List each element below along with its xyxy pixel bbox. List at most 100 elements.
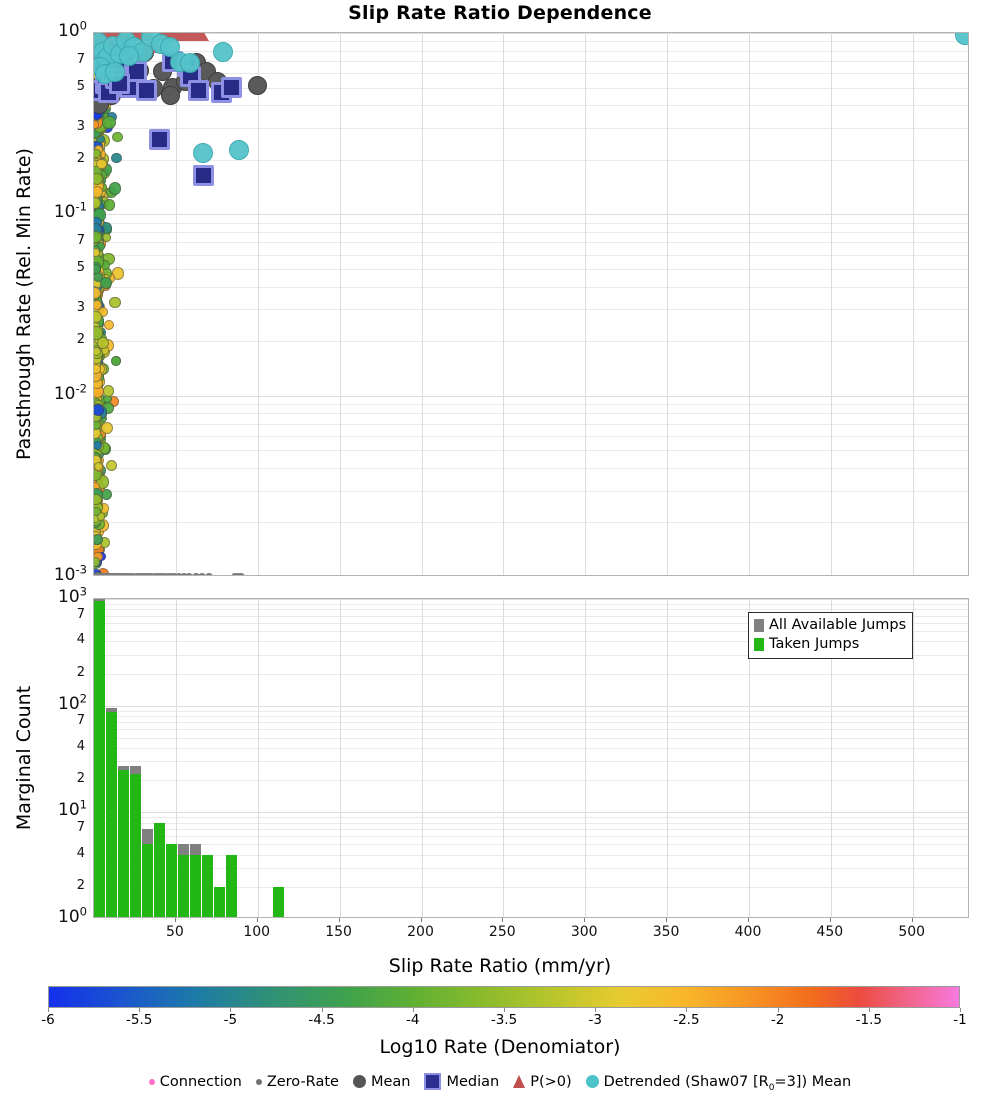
gridline-y-minor bbox=[94, 603, 968, 605]
gridline-y-minor bbox=[94, 404, 968, 405]
histogram-bar-taken bbox=[106, 711, 117, 917]
legend-item: Detrended (Shaw07 [R0=3]) Mean bbox=[585, 1073, 852, 1093]
legend-item-taken-jumps: Taken Jumps bbox=[754, 635, 906, 654]
colorbar-tick-label: -6 bbox=[41, 1012, 55, 1028]
gridline-x bbox=[503, 599, 505, 917]
scatter-point-mean bbox=[247, 76, 267, 95]
y-tick-label-top-major: 10-3 bbox=[53, 562, 87, 585]
histogram-bar-taken bbox=[153, 822, 165, 917]
colorbar bbox=[48, 986, 960, 1008]
y-tick-label-top-minor: 3 bbox=[76, 118, 85, 134]
scatter-point-connection bbox=[94, 230, 102, 243]
y-tick-label-top-minor: 3 bbox=[76, 300, 85, 316]
gridline-x bbox=[257, 33, 259, 575]
gridline-y-minor bbox=[94, 609, 968, 611]
marker-legend: Connection Zero-Rate Mean Median P(>0) Detren… bbox=[0, 1073, 1000, 1093]
gridline-y-minor bbox=[94, 780, 968, 782]
gridline-y-minor bbox=[94, 822, 968, 824]
scatter-point-connection bbox=[105, 460, 117, 472]
histogram-bar-taken bbox=[118, 769, 129, 917]
scatter-point-detrended bbox=[119, 45, 140, 66]
gridline-y-minor bbox=[94, 286, 968, 288]
x-tick-mark bbox=[502, 918, 504, 922]
legend-item: Connection bbox=[148, 1073, 242, 1090]
scatter-point-connection bbox=[94, 534, 104, 546]
y-tick-label-top-major: 10-1 bbox=[53, 199, 87, 223]
colorbar-tick-mark bbox=[139, 1008, 141, 1012]
legend-item: Median bbox=[424, 1073, 499, 1090]
scatter-point-p-gt-0 bbox=[188, 33, 209, 41]
legend-label: Zero-Rate bbox=[266, 1073, 339, 1090]
histogram-bar-taken bbox=[189, 854, 201, 917]
gridline-y-minor bbox=[94, 222, 968, 224]
x-tick-mark bbox=[338, 918, 340, 922]
gridline-x bbox=[257, 599, 259, 917]
gridline-y-minor bbox=[94, 231, 968, 233]
scatter-point-zero-rate bbox=[237, 573, 246, 575]
scatter-point-connection bbox=[104, 199, 116, 211]
legend-marker-circle-icon bbox=[585, 1075, 599, 1088]
y-tick-label-bottom-major: 103 bbox=[58, 584, 87, 607]
x-tick-mark bbox=[748, 918, 749, 922]
gridline-y-minor bbox=[94, 722, 968, 724]
histogram-bar-taken bbox=[273, 886, 285, 917]
gridline-y-minor bbox=[94, 61, 968, 63]
y-tick-label-bottom-minor: 7 bbox=[76, 713, 85, 729]
scatter-point-connection bbox=[94, 461, 103, 471]
histogram-bar-taken bbox=[225, 854, 237, 917]
gridline-x bbox=[585, 33, 587, 575]
y-tick-label-top-minor: 5 bbox=[76, 259, 85, 275]
legend-item: Zero-Rate bbox=[255, 1073, 339, 1090]
scatter-point-connection bbox=[94, 440, 103, 450]
x-tick-label: 500 bbox=[898, 924, 926, 940]
gridline-x bbox=[585, 599, 587, 917]
histogram-bar-taken bbox=[165, 844, 177, 917]
gridline-x bbox=[339, 33, 341, 575]
scatter-point-connection bbox=[94, 493, 102, 505]
legend-label: All Available Jumps bbox=[769, 617, 907, 633]
gridline-y-minor bbox=[94, 105, 968, 107]
y-tick-label-top-major: 100 bbox=[58, 18, 87, 41]
y-tick-label-top-minor: 2 bbox=[76, 150, 85, 166]
legend-label: Taken Jumps bbox=[769, 636, 860, 652]
legend-marker-dot-icon bbox=[255, 1078, 262, 1085]
histogram-bar-taken bbox=[141, 844, 153, 917]
colorbar-tick-label: -4 bbox=[406, 1012, 420, 1028]
x-tick-mark bbox=[829, 918, 831, 922]
gridline-y-minor bbox=[94, 761, 968, 763]
x-tick-label: 50 bbox=[165, 924, 184, 940]
x-tick-label: 200 bbox=[407, 924, 434, 940]
colorbar-tick-mark bbox=[595, 1008, 597, 1012]
gridline-x bbox=[339, 599, 341, 917]
legend-item: Mean bbox=[352, 1073, 411, 1090]
x-tick-label: 250 bbox=[488, 924, 516, 940]
gridline-x bbox=[830, 33, 832, 575]
gridline-y-minor bbox=[94, 844, 968, 846]
gridline-x bbox=[421, 33, 423, 575]
legend-label: Median bbox=[446, 1073, 500, 1090]
y-tick-label-bottom-minor: 7 bbox=[76, 606, 85, 622]
gridline-y-minor bbox=[94, 748, 968, 750]
gridline-y-major bbox=[94, 214, 968, 216]
y-tick-label-top-minor: 7 bbox=[76, 52, 85, 68]
gridline-x bbox=[667, 33, 669, 575]
colorbar-tick-label: -5 bbox=[223, 1012, 238, 1028]
gridline-y-minor bbox=[94, 490, 968, 492]
legend-label: Connection bbox=[159, 1073, 242, 1090]
legend-label: Mean bbox=[370, 1073, 411, 1090]
gridline-y-minor bbox=[94, 673, 968, 675]
gridline-y-minor bbox=[94, 836, 968, 837]
y-tick-label-bottom-major: 101 bbox=[58, 797, 87, 821]
gridline-y-minor bbox=[94, 341, 968, 343]
y-axis-label-bottom: Marginal Count bbox=[13, 685, 35, 831]
scatter-point-connection bbox=[104, 319, 115, 330]
x-tick-mark bbox=[666, 918, 668, 922]
legend-label: Detrended (Shaw07 [R0=3]) Mean bbox=[603, 1073, 852, 1093]
gridline-y-minor bbox=[94, 87, 968, 89]
gridline-x bbox=[175, 33, 177, 575]
colorbar-tick-mark bbox=[412, 1008, 414, 1012]
y-tick-label-top-minor: 5 bbox=[76, 78, 85, 94]
colorbar-tick-mark bbox=[48, 1008, 49, 1012]
y-tick-label-bottom-minor: 2 bbox=[76, 877, 85, 893]
gridline-x bbox=[912, 33, 914, 575]
